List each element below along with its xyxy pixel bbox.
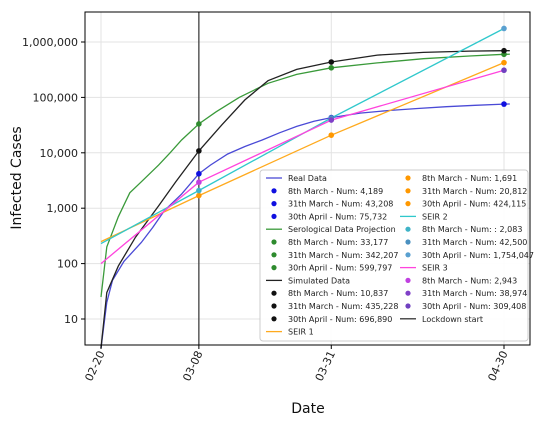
- legend-label: Serological Data Projection: [288, 225, 396, 234]
- legend-label: 31th March - Num: 43,208: [288, 200, 393, 209]
- legend-label: 31th March - Num: 20,812: [422, 187, 527, 196]
- seir-1-point: [196, 192, 202, 199]
- legend-label: 8th March - Num: : 2,083: [422, 225, 522, 234]
- legend-marker-swatch: [271, 201, 277, 207]
- serological-data-projection-point: [196, 121, 202, 127]
- real-data-point: [196, 170, 202, 177]
- legend-label: 30th April - Num: 309,408: [422, 302, 526, 311]
- y-tick-label: 10,000: [40, 147, 79, 160]
- marker-layer: [196, 25, 507, 199]
- legend-label: 8th March - Num: 2,943: [422, 276, 517, 285]
- legend-label: Lockdown start: [422, 315, 483, 324]
- legend-label: 31th March - Num: 342,207: [288, 251, 398, 260]
- y-tick-label: 1,000,000: [22, 36, 78, 49]
- legend-label: Simulated Data: [288, 276, 350, 285]
- seir-3-point: [328, 117, 335, 123]
- y-tick-label: 1,000: [47, 202, 79, 215]
- seir-3-line: [100, 69, 505, 265]
- serological-data-projection-point: [328, 65, 335, 71]
- simulated-data-point: [501, 47, 507, 54]
- legend-label: 8th March - Num: 1,691: [422, 174, 517, 183]
- legend-marker-swatch: [405, 252, 411, 258]
- legend: Real Data 8th March - Num: 4,189 31th Marc…: [259, 169, 534, 342]
- legend-label: 30th April - Num: 696,890: [288, 315, 392, 324]
- legend-marker-swatch: [271, 239, 277, 245]
- legend-label: 30th April - Num: 1,754,047: [422, 251, 534, 260]
- legend-marker-swatch: [405, 277, 411, 283]
- x-axis-label: Date: [291, 401, 324, 417]
- y-tick-label: 10: [64, 313, 78, 326]
- legend-label: 30th April - Num: 424,115: [422, 200, 526, 209]
- legend-marker-swatch: [405, 188, 411, 194]
- plot-frame: [84, 11, 531, 346]
- simulated-data-point: [328, 59, 335, 65]
- legend-label: 8th March - Num: 33,177: [288, 238, 388, 247]
- legend-label: 30rh April - Num: 599,797: [288, 264, 392, 273]
- legend-marker-swatch: [271, 265, 277, 271]
- legend-label: Real Data: [288, 174, 327, 183]
- seir-3-point: [501, 67, 507, 74]
- real-data-point: [501, 101, 507, 107]
- legend-marker-swatch: [271, 316, 277, 322]
- legend-marker-swatch: [271, 290, 277, 296]
- real-data-line: [100, 103, 510, 349]
- legend-marker-swatch: [405, 175, 411, 181]
- legend-marker-swatch: [405, 303, 411, 309]
- series-layer: [100, 12, 510, 349]
- y-tick-label: 100: [57, 258, 78, 271]
- seir-2-line: [100, 27, 505, 245]
- seir-1-point: [501, 59, 507, 66]
- legend-label: SEIR 1: [288, 328, 314, 337]
- legend-marker-swatch: [405, 226, 411, 232]
- legend-marker-swatch: [271, 188, 277, 194]
- seir-1-point: [328, 132, 335, 138]
- y-axis-label: Infected Cases: [9, 126, 25, 229]
- legend-marker-swatch: [271, 303, 277, 309]
- seir-3-point: [196, 179, 202, 186]
- legend-box: [259, 169, 529, 342]
- seir-2-point: [501, 25, 507, 32]
- serological-data-projection-line: [100, 53, 510, 298]
- seir-1-line: [100, 62, 505, 243]
- legend-label: 30th April - Num: 75,732: [288, 212, 387, 221]
- legend-label: 31th March - Num: 42,500: [422, 238, 527, 247]
- y-tick-label: 100,000: [33, 91, 79, 104]
- legend-label: 8th March - Num: 10,837: [288, 289, 388, 298]
- legend-label: 31th March - Num: 435,228: [288, 302, 398, 311]
- legend-marker-swatch: [271, 252, 277, 258]
- legend-label: SEIR 3: [422, 264, 448, 273]
- simulated-data-point: [196, 148, 202, 154]
- legend-label: 31th March - Num: 38,974: [422, 289, 527, 298]
- legend-label: SEIR 2: [422, 212, 448, 221]
- legend-label: 8th March - Num: 4,189: [288, 187, 383, 196]
- legend-marker-swatch: [405, 290, 411, 296]
- legend-marker-swatch: [405, 239, 411, 245]
- simulated-data-line: [100, 50, 510, 349]
- seir-2-point: [196, 187, 202, 194]
- legend-marker-swatch: [405, 201, 411, 207]
- legend-marker-swatch: [271, 213, 277, 219]
